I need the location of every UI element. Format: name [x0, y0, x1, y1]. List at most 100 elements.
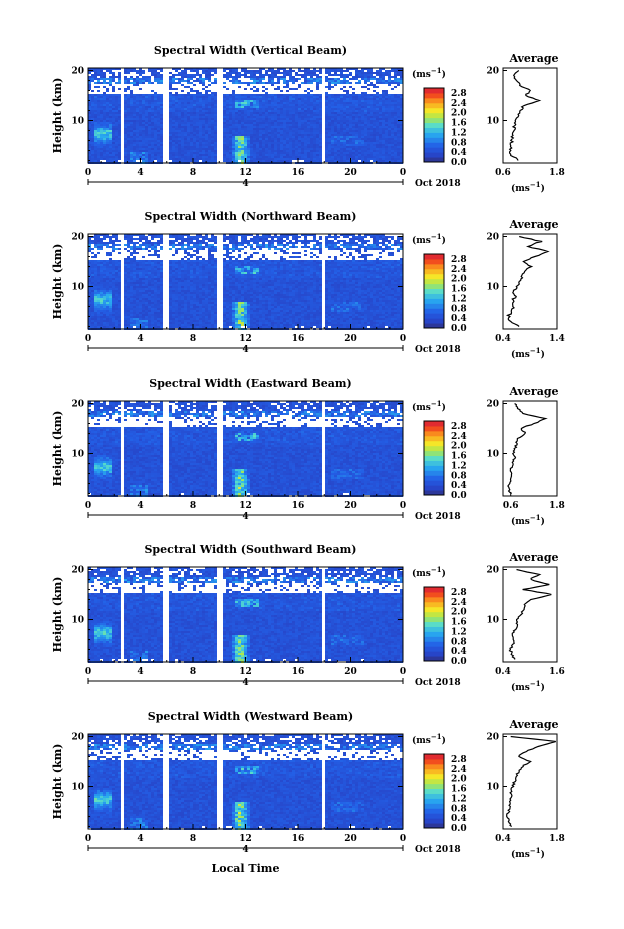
spectral-width-heatmap: [88, 567, 403, 663]
colorbar-band: [424, 768, 444, 775]
average-title: Average: [508, 551, 558, 564]
panel-title: Spectral Width (Westward Beam): [148, 710, 353, 723]
colorbar-tick-label: 2.0: [451, 608, 467, 618]
average-x-tick-label: 0.4: [495, 834, 511, 844]
colorbar-tick-label: 2.8: [451, 755, 467, 765]
colorbar-band: [424, 823, 444, 829]
colorbar-band: [424, 611, 444, 618]
y-tick-label: 20: [71, 67, 84, 77]
colorbar-band: [424, 147, 444, 153]
x-tick-label: 0: [400, 834, 406, 844]
average-x-tick-label: 0.6: [503, 501, 519, 511]
colorbar-band: [424, 450, 444, 457]
x-tick-label: 20: [344, 334, 357, 344]
colorbar-band: [424, 283, 444, 290]
colorbar-tick-label: 0.0: [451, 824, 467, 834]
colorbar-band: [424, 763, 444, 770]
colorbar-band: [424, 758, 444, 765]
x-tick-label: 4: [137, 168, 143, 178]
date-month-label: Oct 2018: [415, 345, 461, 355]
panel-title: Spectral Width (Southward Beam): [144, 543, 356, 556]
colorbar-tick-label: 0.4: [451, 481, 467, 491]
colorbar-tick-label: 1.6: [451, 119, 467, 129]
colorbar-band: [424, 808, 444, 814]
average-y-tick-label: 20: [486, 566, 499, 576]
colorbar-tick-label: 2.0: [451, 275, 467, 285]
average-y-tick-label: 10: [486, 616, 499, 626]
average-profile: Average 20 10 0.6 1.8 (ms−1): [486, 52, 564, 194]
colorbar-band: [424, 152, 444, 158]
colorbar-band: [424, 754, 444, 760]
colorbar-tick-label: 2.4: [451, 432, 467, 442]
x-tick-label: 4: [137, 334, 143, 344]
spectral-width-heatmap: [88, 734, 403, 830]
colorbar-band: [424, 308, 444, 314]
colorbar-tick-label: 2.8: [451, 255, 467, 265]
colorbar-tick-label: 2.4: [451, 99, 467, 109]
colorbar-band: [424, 263, 444, 270]
colorbar-band: [424, 465, 444, 471]
colorbar-band: [424, 273, 444, 280]
date-month-label: Oct 2018: [415, 845, 461, 855]
y-tick-label: 20: [71, 566, 84, 576]
colorbar-tick-label: 0.0: [451, 657, 467, 667]
colorbar-band: [424, 798, 444, 804]
colorbar-tick-label: 0.8: [451, 804, 467, 814]
y-tick-label: 20: [71, 400, 84, 410]
colorbar-band: [424, 793, 444, 799]
colorbar-tick-label: 2.4: [451, 598, 467, 608]
colorbar-band: [424, 480, 444, 486]
colorbar-band: [424, 470, 444, 476]
colorbar-frame: [423, 87, 445, 163]
date-day-label: 4: [242, 179, 248, 189]
date-month-label: Oct 2018: [415, 512, 461, 522]
colorbar: (ms−1) 2.82.42.01.61.20.80.40.0: [412, 565, 467, 667]
beam-panel-2: Spectral Width (Eastward Beam) 20 10 Height…: [51, 377, 565, 527]
colorbar-band: [424, 587, 444, 593]
colorbar-band: [424, 616, 444, 623]
colorbar-band: [424, 157, 444, 163]
average-profile: Average 20 10 0.4 1.8 (ms−1): [486, 718, 564, 860]
colorbar-band: [424, 773, 444, 780]
colorbar-tick-label: 0.4: [451, 814, 467, 824]
average-title: Average: [508, 385, 558, 398]
x-tick-label: 4: [137, 834, 143, 844]
panel-title: Spectral Width (Vertical Beam): [154, 44, 347, 57]
colorbar-band: [424, 656, 444, 662]
average-frame: [502, 400, 558, 497]
x-tick-label: 4: [137, 501, 143, 511]
average-y-tick-label: 10: [486, 117, 499, 127]
colorbar-band: [424, 97, 444, 104]
x-tick-label: 0: [85, 834, 91, 844]
colorbar-tick-label: 2.0: [451, 442, 467, 452]
colorbar-band: [424, 778, 444, 785]
average-x-tick-label: 0.4: [495, 667, 511, 677]
colorbar-band: [424, 440, 444, 447]
colorbar-unit: (ms−1): [412, 232, 446, 246]
x-tick-label: 20: [344, 667, 357, 677]
x-tick-label: 0: [85, 168, 91, 178]
colorbar-tick-label: 1.2: [451, 294, 467, 304]
x-tick-label: 0: [85, 667, 91, 677]
date-day-label: 4: [242, 345, 248, 355]
colorbar-tick-label: 1.6: [451, 452, 467, 462]
colorbar-band: [424, 112, 444, 119]
y-tick-label: 20: [71, 733, 84, 743]
colorbar-band: [424, 288, 444, 294]
colorbar-band: [424, 460, 444, 466]
colorbar-band: [424, 102, 444, 109]
average-frame: [502, 566, 558, 663]
average-x-label: (ms−1): [511, 846, 545, 860]
average-profile-line: [507, 403, 548, 495]
colorbar-band: [424, 92, 444, 99]
colorbar-tick-label: 1.2: [451, 627, 467, 637]
colorbar-band: [424, 783, 444, 790]
x-tick-label: 12: [239, 501, 252, 511]
colorbar-tick-label: 0.8: [451, 471, 467, 481]
colorbar-tick-label: 0.8: [451, 304, 467, 314]
x-tick-label: 16: [292, 501, 305, 511]
colorbar-tick-label: 1.2: [451, 461, 467, 471]
beam-panel-4: Spectral Width (Westward Beam) 20 10 Height…: [51, 710, 565, 875]
colorbar-tick-label: 0.4: [451, 148, 467, 158]
colorbar-band: [424, 490, 444, 496]
